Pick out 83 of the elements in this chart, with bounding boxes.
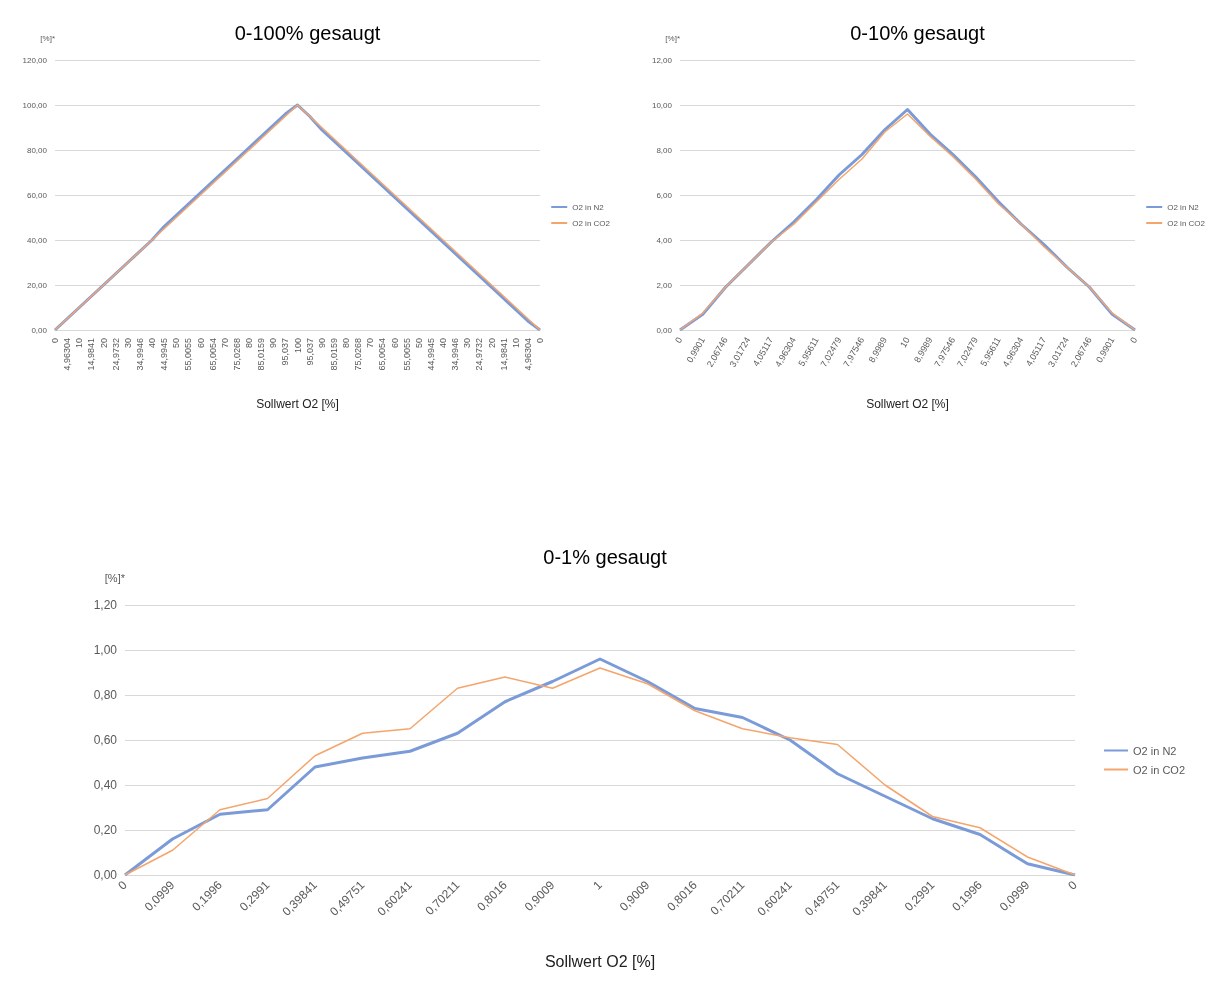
- x-tick-label: 4,96304: [62, 338, 73, 371]
- x-tick-label: 85,0159: [328, 338, 339, 371]
- x-tick-label: 0: [115, 877, 131, 893]
- x-tick-label: 10: [510, 338, 521, 349]
- x-tick-label: 14,9841: [498, 338, 509, 371]
- y-axis-title: [%]*: [665, 33, 680, 43]
- x-axis-title: Sollwert O2 [%]: [544, 952, 656, 970]
- x-tick-label: 95,037: [304, 338, 315, 366]
- y-tick-label: 10,00: [651, 100, 673, 110]
- x-tick-label: 4,96304: [522, 338, 533, 371]
- x-tick-label: 34,9946: [450, 338, 461, 371]
- y-axis-title: [%]*: [104, 571, 126, 584]
- y-tick-label: 40,00: [26, 235, 48, 245]
- x-tick-label: 75,0268: [353, 338, 364, 371]
- x-tick-label: 70: [365, 338, 376, 349]
- chart-title: 0-1% gesaugt: [543, 546, 668, 568]
- x-tick-label: 60: [389, 338, 400, 349]
- x-tick-label: 95,037: [280, 338, 291, 366]
- y-tick-label: 100,00: [22, 100, 48, 110]
- x-axis-title: Sollwert O2 [%]: [866, 397, 949, 411]
- legend-label: O2 in CO2: [572, 218, 611, 228]
- y-tick-label: 20,00: [26, 280, 48, 290]
- x-tick-label: 34,9946: [134, 338, 145, 371]
- x-tick-label: 1: [590, 877, 606, 893]
- x-tick-label: 75,0268: [231, 338, 242, 371]
- y-tick-label: 6,00: [656, 190, 673, 200]
- x-tick-label: 60: [195, 338, 206, 349]
- y-tick-label: 0,20: [93, 823, 118, 837]
- x-tick-label: 30: [122, 338, 133, 349]
- y-tick-label: 1,20: [93, 598, 118, 612]
- y-tick-label: 0,80: [93, 688, 118, 702]
- x-tick-label: 10: [898, 335, 912, 350]
- y-tick-label: 2,00: [656, 280, 673, 290]
- x-tick-label: 44,9945: [425, 338, 436, 371]
- y-tick-label: 4,00: [656, 235, 673, 245]
- x-tick-label: 0: [50, 338, 60, 344]
- x-tick-label: 0: [673, 335, 685, 345]
- legend-label: O2 in CO2: [1133, 763, 1185, 776]
- x-axis-title: Sollwert O2 [%]: [256, 397, 339, 411]
- y-tick-label: 0,00: [31, 325, 48, 335]
- y-tick-label: 8,00: [656, 145, 673, 155]
- y-tick-label: 80,00: [26, 145, 48, 155]
- x-tick-label: 20: [486, 338, 497, 349]
- y-tick-label: 0,60: [93, 733, 118, 747]
- y-tick-label: 60,00: [26, 190, 48, 200]
- x-tick-label: 65,0054: [207, 338, 218, 371]
- x-tick-label: 10: [74, 338, 85, 349]
- x-tick-label: 20: [98, 338, 109, 349]
- x-tick-label: 40: [147, 338, 157, 349]
- x-tick-label: 14,9841: [86, 338, 97, 371]
- x-tick-label: 70: [219, 338, 230, 349]
- x-tick-label: 40: [438, 338, 448, 349]
- legend-label: O2 in CO2: [1167, 218, 1206, 228]
- chart-title: 0-10% gesaugt: [850, 22, 986, 44]
- x-tick-label: 90: [316, 338, 327, 349]
- y-tick-label: 0,40: [93, 778, 118, 792]
- x-tick-label: 44,9945: [159, 338, 170, 371]
- x-tick-label: 55,0055: [183, 338, 194, 371]
- x-tick-label: 100: [292, 338, 303, 354]
- x-tick-label: 0: [535, 338, 545, 344]
- y-tick-label: 1,00: [93, 643, 118, 657]
- x-tick-label: 65,0054: [377, 338, 388, 371]
- x-tick-label: 55,0055: [401, 338, 412, 371]
- legend-label: O2 in N2: [1133, 744, 1177, 757]
- y-axis-title: [%]*: [40, 33, 55, 43]
- y-tick-label: 0,00: [93, 868, 118, 882]
- legend-label: O2 in N2: [1167, 202, 1200, 212]
- x-tick-label: 0: [1065, 877, 1081, 893]
- x-tick-label: 90: [268, 338, 279, 349]
- x-tick-label: 50: [171, 338, 182, 349]
- y-tick-label: 12,00: [651, 55, 673, 65]
- chart-title: 0-100% gesaugt: [234, 22, 381, 44]
- x-tick-label: 0: [1128, 335, 1140, 345]
- legend-label: O2 in N2: [572, 202, 605, 212]
- x-tick-label: 30: [462, 338, 473, 349]
- x-tick-label: 80: [244, 338, 254, 349]
- x-tick-label: 50: [413, 338, 424, 349]
- x-tick-label: 80: [341, 338, 351, 349]
- y-tick-label: 0,00: [656, 325, 673, 335]
- x-tick-label: 24,9732: [474, 338, 485, 371]
- x-tick-label: 24,9732: [110, 338, 121, 371]
- x-tick-label: 85,0159: [256, 338, 267, 371]
- y-tick-label: 120,00: [22, 55, 48, 65]
